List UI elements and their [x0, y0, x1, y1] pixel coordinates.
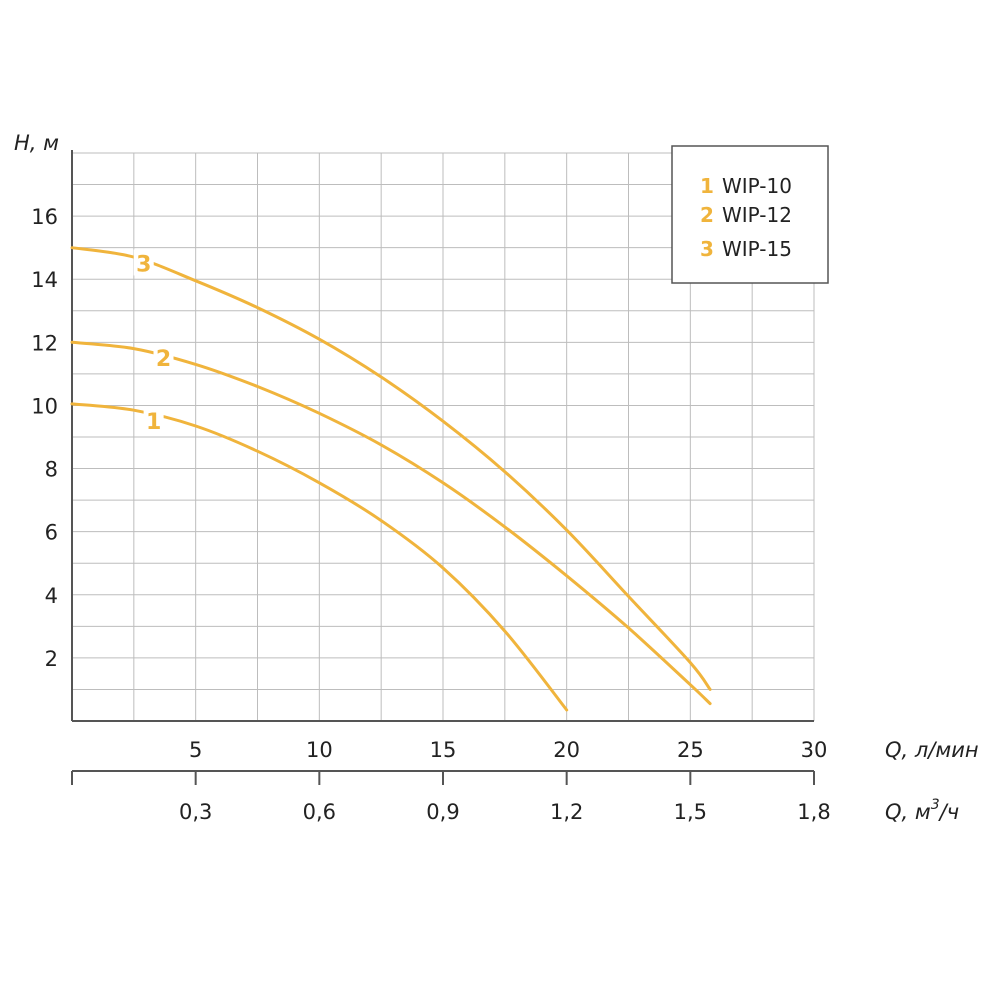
x-tick-label: 5: [189, 738, 202, 762]
legend-entry-3-number: 3: [700, 237, 714, 261]
series-line-wip-15: [70, 246, 712, 691]
x-secondary-tick-label: 0,9: [426, 800, 459, 824]
curve-label-1: 1: [146, 410, 161, 435]
legend-entry-1-number: 1: [700, 174, 714, 198]
curve-label-2: 2: [156, 347, 171, 372]
x-tick-label: 20: [553, 738, 580, 762]
x-tick-label: 30: [801, 738, 828, 762]
x-tick-label: 10: [306, 738, 333, 762]
curve-label-halo: [133, 249, 154, 276]
curve-label-3: 3: [136, 252, 151, 277]
legend-box: [671, 145, 829, 284]
x-axis-secondary-title-sup: 3: [931, 797, 940, 813]
y-tick-label: 16: [31, 205, 58, 229]
x-axis-secondary-title: Q, м3/ч: [885, 797, 959, 824]
y-tick-label: 8: [45, 458, 58, 482]
x-tick-label: 15: [430, 738, 457, 762]
x-secondary-tick-label: 1,5: [674, 800, 707, 824]
x-secondary-tick-label: 1,2: [550, 800, 583, 824]
x-secondary-tick-label: 0,3: [179, 800, 212, 824]
legend-entry-2-number: 2: [700, 203, 714, 227]
legend-entry-2-name: WIP-12: [722, 203, 792, 227]
curve-label-halo: [143, 407, 164, 434]
x-tick-label: 25: [677, 738, 704, 762]
y-tick-label: 12: [31, 331, 58, 355]
x-secondary-tick-label: 1,8: [797, 800, 830, 824]
x-axis-secondary-title-tail: /ч: [938, 800, 959, 824]
x-secondary-tick-label: 0,6: [303, 800, 336, 824]
y-axis-title: H, м: [14, 131, 59, 155]
y-tick-label: 2: [45, 647, 58, 671]
y-tick-label: 14: [31, 268, 58, 292]
y-tick-label: 10: [31, 394, 58, 418]
x-axis-title: Q, л/мин: [885, 738, 979, 762]
curve-label-halo: [153, 344, 174, 371]
legend-entry-1-name: WIP-10: [722, 174, 792, 198]
y-tick-label: 6: [45, 521, 58, 545]
y-tick-label: 4: [45, 584, 58, 608]
series-line-wip-12: [70, 340, 712, 706]
legend-entry-3-name: WIP-15: [722, 237, 792, 261]
legend: 1 WIP-10 2 WIP-12 3 WIP-15: [671, 145, 829, 284]
series: 1 2 3: [70, 246, 712, 712]
x-axis-secondary-title-main: Q, м: [885, 800, 931, 824]
